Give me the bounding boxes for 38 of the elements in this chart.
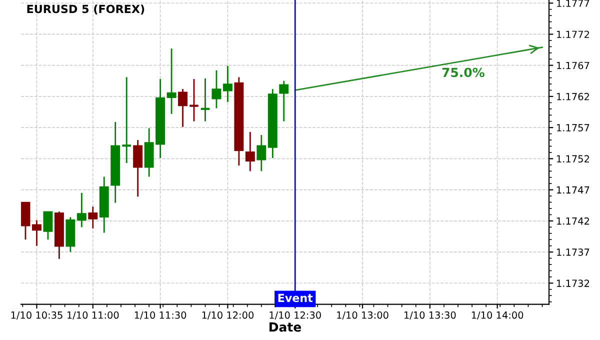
- candlestick: [21, 202, 30, 240]
- y-tick-label: 1.1732: [557, 280, 589, 287]
- candlestick: [279, 80, 289, 122]
- y-tick-label: 1.1777: [557, 0, 590, 7]
- candlestick: [88, 206, 98, 230]
- candlestick: [188, 78, 200, 122]
- annotation: 75.0%: [442, 68, 484, 78]
- candlestick: [256, 134, 266, 172]
- x-tick-label: 1/10 12:30: [270, 311, 321, 320]
- candlestick: [245, 131, 255, 172]
- y-tick-label: 1.1767: [557, 62, 590, 70]
- x-tick-label: 1/10 12:00: [202, 311, 254, 320]
- candlestick: [200, 78, 211, 122]
- y-tick-label: 1.1762: [557, 92, 589, 100]
- candlestick: [121, 76, 132, 164]
- y-tick-label: 1.1747: [557, 186, 590, 194]
- y-tick-label: 1.1752: [557, 155, 589, 163]
- candlestick: [133, 139, 143, 198]
- x-tick-label: 1/10 13:30: [404, 311, 456, 320]
- candlestick: [76, 192, 86, 228]
- y-tick-label: 1.1757: [557, 124, 590, 132]
- x-tick-label: 1/10 11:30: [134, 311, 186, 320]
- x-axis-title: Date: [270, 322, 302, 332]
- candlestick: [222, 65, 232, 103]
- y-tick-label: 1.1737: [557, 248, 590, 256]
- y-tick-label: 1.1742: [557, 217, 589, 225]
- chart-title: EURUSD 5 (FOREX): [27, 4, 144, 14]
- y-tick-label: 1.1772: [557, 30, 589, 38]
- x-tick-label: 1/10 13:00: [337, 311, 388, 320]
- candlestick: [43, 210, 53, 240]
- candlestick: [212, 70, 222, 109]
- x-tick-label: 1/10 10:35: [11, 311, 62, 320]
- candlestick: [166, 48, 176, 115]
- x-tick-label: 1/10 14:00: [472, 311, 524, 320]
- candlestick: [32, 220, 42, 246]
- candlestick: [178, 88, 188, 128]
- ref-line-label: Event: [278, 294, 313, 302]
- x-tick-label: 1/10 11:00: [67, 311, 119, 320]
